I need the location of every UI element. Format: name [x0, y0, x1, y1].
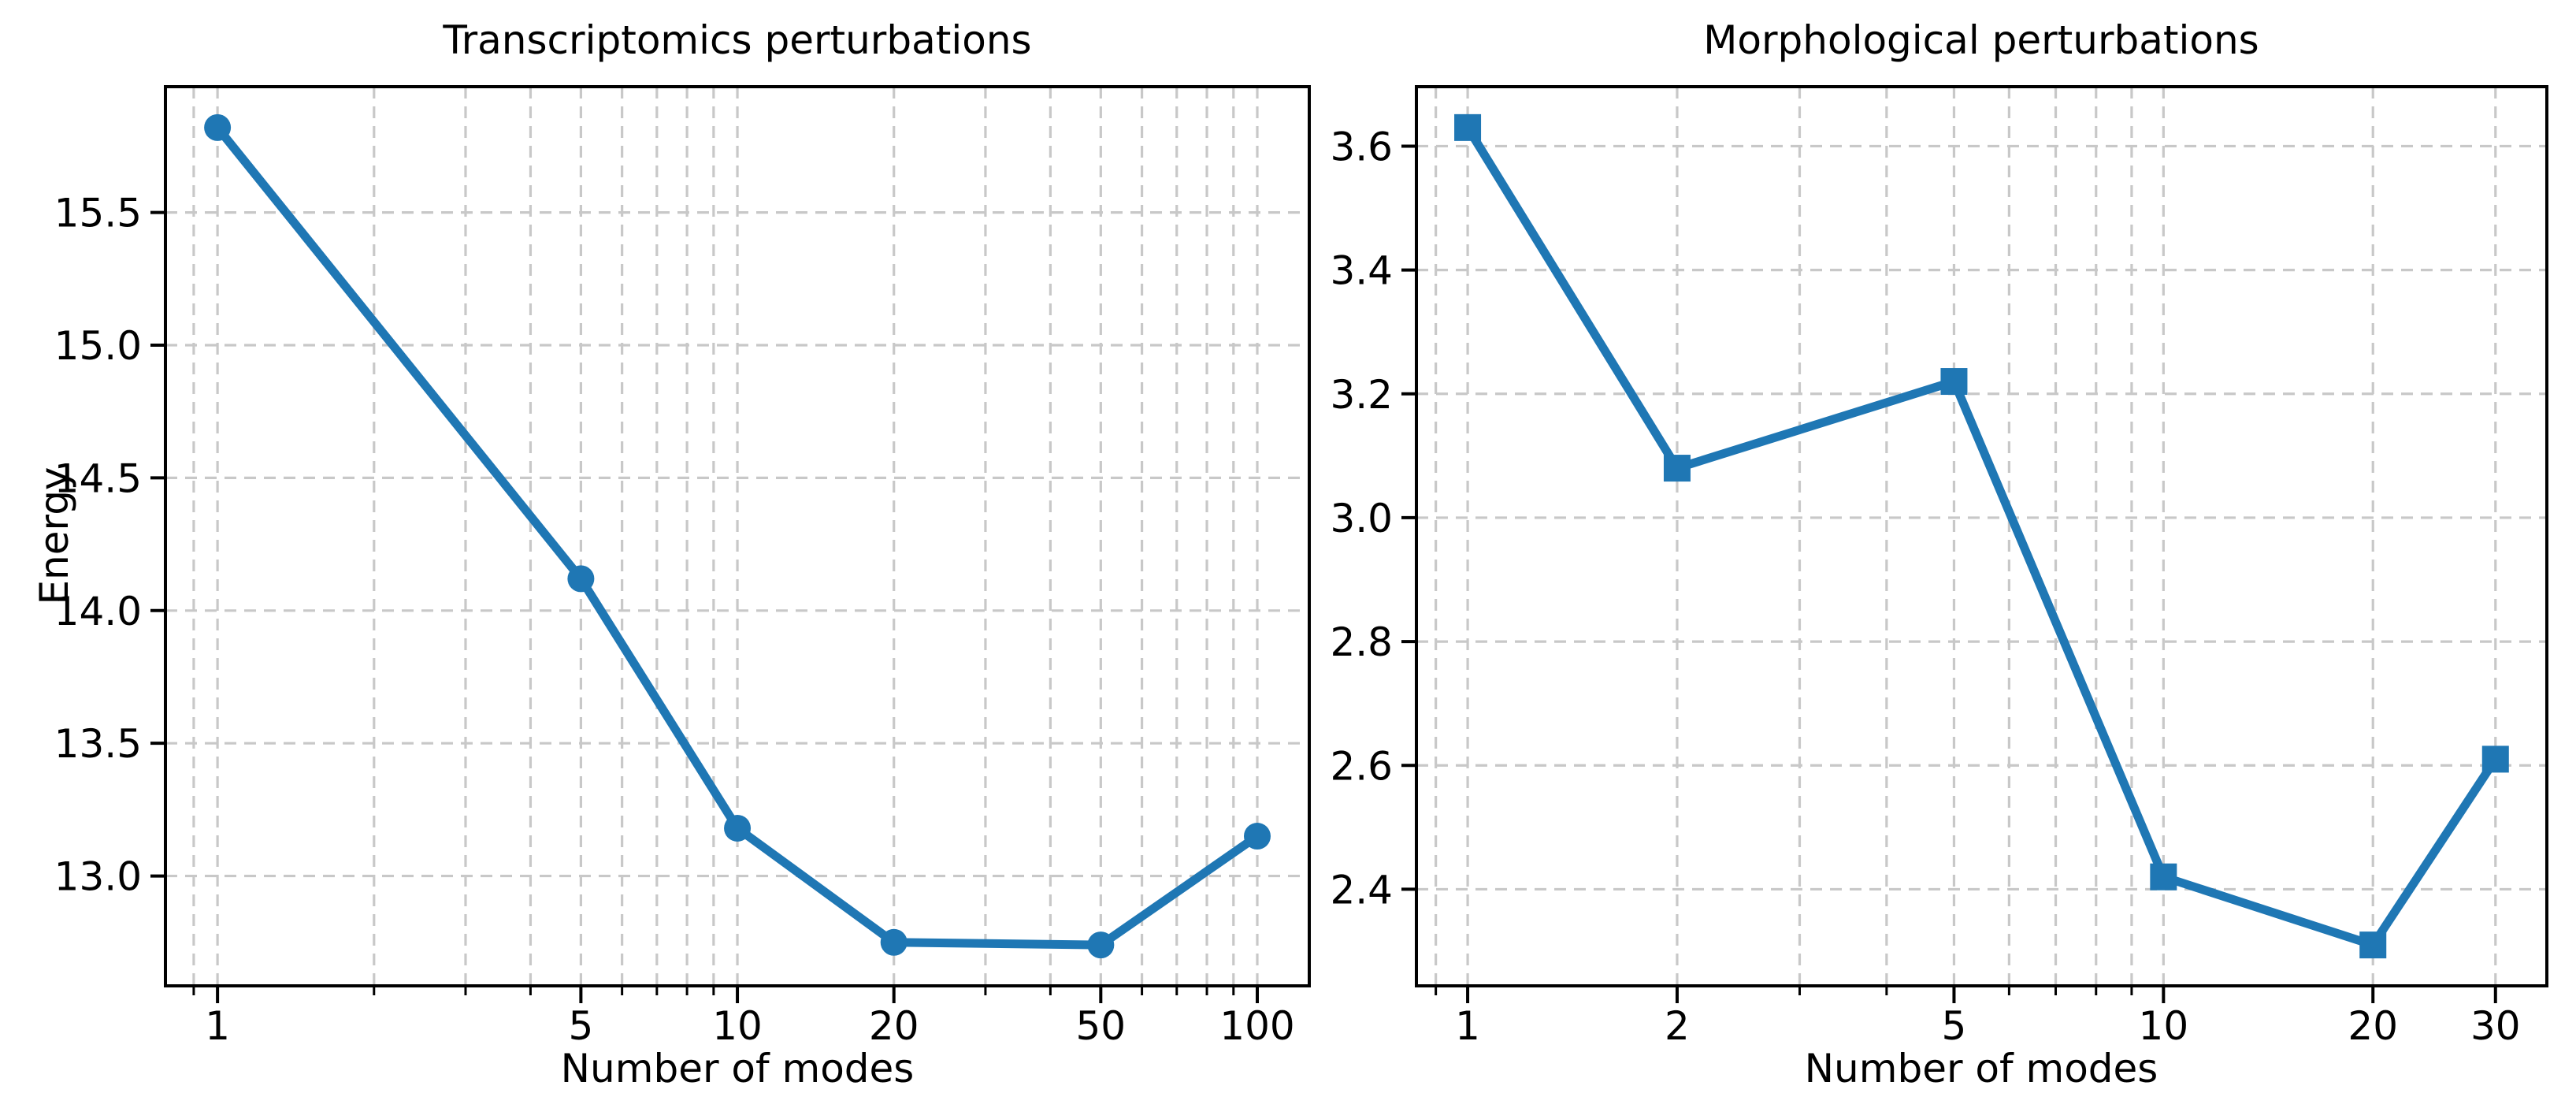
data-line [213, 123, 1262, 950]
y-tick-label: 14.5 [54, 455, 142, 501]
data-point-square [1940, 368, 1968, 396]
gridlines [165, 87, 1309, 986]
y-tick-label: 13.0 [54, 854, 142, 900]
x-tick-label: 2 [1665, 1003, 1690, 1049]
data-point-square [2150, 863, 2177, 890]
left-chart: 1 5 10 20 50 100 13.0 13.5 14.0 14.5 15.0 15.5 [54, 85, 1311, 1049]
data-point-circle [567, 565, 595, 593]
x-tick-label: 20 [2348, 1003, 2398, 1049]
y-tick-label: 2.8 [1330, 619, 1393, 665]
data-point-square [1454, 113, 1482, 141]
plot-border [164, 85, 1311, 987]
data-point-circle [1243, 823, 1271, 850]
data-point-square [2359, 931, 2387, 959]
data-point-square [1663, 455, 1691, 482]
y-tick-label: 2.6 [1330, 743, 1393, 789]
x-tick-label: 1 [205, 1003, 230, 1049]
data-point-circle [880, 928, 908, 956]
right-chart-xlabel: Number of modes [1805, 1046, 2158, 1091]
y-tick-label: 14.0 [54, 589, 142, 634]
y-tick-label: 2.4 [1330, 867, 1393, 913]
gridlines [1416, 87, 2547, 986]
y-tick-label: 13.5 [54, 721, 142, 767]
data-point-square [2481, 745, 2509, 773]
y-tick-label: 3.2 [1330, 372, 1393, 418]
y-tick-label: 3.0 [1330, 496, 1393, 541]
right-chart-title: Morphological perturbations [1703, 17, 2259, 63]
y-tick-label: 3.6 [1330, 124, 1393, 169]
data-point-circle [204, 113, 232, 141]
x-tick-label: 5 [1942, 1003, 1967, 1049]
left-chart-xlabel: Number of modes [561, 1046, 915, 1091]
x-tick-label: 10 [712, 1003, 763, 1049]
x-tick-label: 1 [1455, 1003, 1480, 1049]
x-tick-label: 20 [869, 1003, 919, 1049]
data-line [1463, 123, 2500, 950]
right-chart: 1 2 5 10 20 30 2.4 2.6 2.8 3.0 3.2 3.4 3.6 [1330, 85, 2548, 1049]
x-tick-label: 100 [1219, 1003, 1294, 1049]
axis-ticks: 1 5 10 20 50 100 13.0 13.5 14.0 14.5 15.0 15.5 [54, 191, 1295, 1049]
left-chart-title: Transcriptomics perturbations [442, 17, 1031, 63]
data-point-circle [1087, 931, 1115, 959]
y-tick-label: 15.0 [54, 323, 142, 369]
x-tick-label: 5 [568, 1003, 593, 1049]
left-chart-ylabel: Energy [32, 467, 77, 604]
plots-layer: 1 5 10 20 50 100 13.0 13.5 14.0 14.5 15.0 15.5 1 2 5 10… [54, 85, 2548, 1049]
y-tick-label: 15.5 [54, 191, 142, 236]
x-tick-label: 30 [2470, 1003, 2521, 1049]
plot-border [1415, 85, 2548, 987]
data-point-circle [724, 814, 752, 842]
axis-ticks: 1 2 5 10 20 30 2.4 2.6 2.8 3.0 3.2 3.4 3.6 [1330, 124, 2520, 1049]
y-tick-label: 3.4 [1330, 248, 1393, 294]
x-tick-label: 10 [2139, 1003, 2189, 1049]
x-tick-label: 50 [1076, 1003, 1127, 1049]
